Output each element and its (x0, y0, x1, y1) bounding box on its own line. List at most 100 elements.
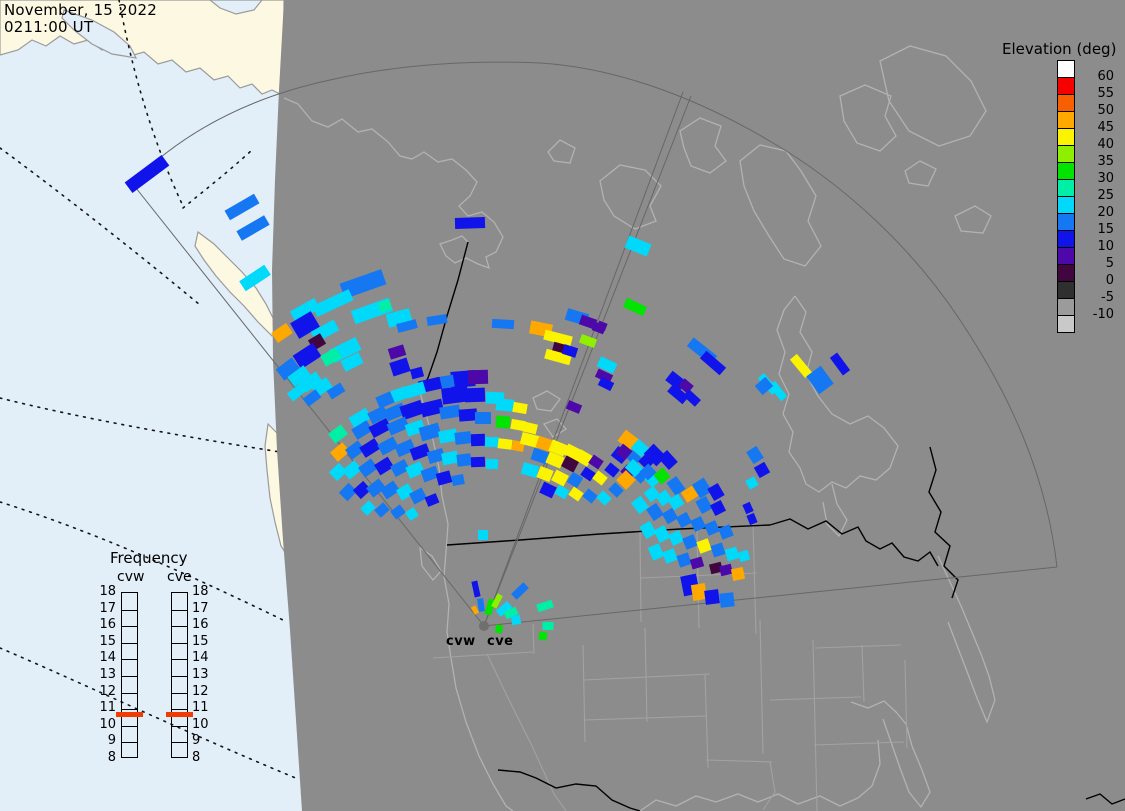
radar-cell (405, 507, 419, 521)
frequency-tick-label: 11 (192, 700, 209, 716)
radar-cell (485, 458, 499, 470)
radar-cell (441, 385, 469, 405)
radar-cell (643, 485, 661, 503)
radar-cell (426, 314, 448, 326)
radar-cell (345, 440, 365, 460)
ladder-rung (122, 709, 137, 711)
radar-cell (484, 436, 500, 448)
radar-cell (690, 516, 706, 532)
frequency-tick-label: 13 (192, 667, 209, 682)
radar-cell (630, 495, 650, 515)
radar-cell (368, 418, 392, 438)
radar-cell (289, 297, 321, 323)
colorbar-tick-label: 40 (1097, 137, 1114, 152)
ladder-rung (172, 659, 187, 661)
state-border (582, 644, 586, 743)
timestamp: November, 15 2022 0211:00 UT (4, 2, 157, 36)
radar-cell (594, 368, 614, 384)
colorbar-title: Elevation (deg) (1002, 40, 1117, 58)
frequency-tick-label: 17 (99, 600, 116, 616)
radar-cell (639, 463, 657, 481)
radar-cell (539, 481, 557, 499)
graticule-line (0, 647, 299, 780)
ladder-rung (172, 742, 187, 744)
radar-cell (653, 467, 671, 485)
ladder-rung (172, 626, 187, 628)
ladder-rung (172, 725, 187, 727)
radar-cell (615, 443, 633, 461)
radar-cell (440, 450, 460, 466)
radar-cell (374, 502, 390, 518)
radar-cell (666, 476, 686, 496)
radar-cell (522, 421, 538, 435)
radar-cell (646, 502, 664, 522)
radar-cell (394, 438, 416, 458)
frequency-tick-label: 12 (99, 683, 116, 699)
radar-cell (536, 465, 554, 483)
radar-cell (675, 511, 693, 529)
radar-cell (511, 582, 529, 600)
radar-cell (542, 622, 554, 630)
radar-cell (494, 624, 504, 634)
island-outline (679, 117, 727, 174)
radar-cell (375, 391, 395, 409)
radar-cell (551, 469, 569, 487)
radar-cell (624, 458, 644, 478)
radar-cell (275, 357, 301, 381)
radar-cell (582, 488, 598, 504)
state-border (486, 653, 567, 811)
radar-cell (696, 538, 712, 554)
radar-cell (680, 485, 700, 503)
colorbar-block (1057, 94, 1075, 112)
radar-cell (471, 580, 481, 598)
radar-cell (561, 455, 579, 473)
radar-cell (290, 311, 320, 339)
ladder-rung (172, 692, 187, 694)
ladder-rung (172, 609, 187, 611)
radar-cell (568, 486, 584, 502)
state-border (762, 761, 776, 811)
radar-cell (320, 347, 342, 367)
national-border (769, 518, 939, 567)
radar-cell (458, 408, 478, 422)
state-border (812, 639, 818, 811)
state-border (813, 741, 905, 746)
frequency-tick-label: 16 (192, 617, 209, 633)
national-border (1085, 793, 1125, 805)
colorbar-block (1057, 145, 1075, 163)
radar-cell (724, 546, 740, 562)
radar-cell (236, 215, 270, 241)
frequency-tick-label: 15 (99, 633, 116, 649)
fan-inner-edge (483, 91, 684, 627)
radar-cell (395, 483, 415, 501)
radar-cell (326, 382, 346, 400)
radar-cell (360, 500, 376, 516)
timestamp-time: 0211:00 UT (4, 18, 94, 36)
colorbar-block (1057, 111, 1075, 129)
radar-cell (695, 495, 713, 515)
radar-cell (464, 387, 486, 403)
frequency-tick-label: 9 (107, 733, 116, 749)
state-border (861, 644, 865, 703)
timestamp-date: November, 15 2022 (4, 1, 157, 19)
night-coastline (937, 555, 996, 724)
radar-cell (536, 599, 554, 613)
colorbar-tick-label: -5 (1101, 290, 1114, 305)
frequency-marker (166, 712, 193, 717)
radar-cell (477, 529, 489, 541)
frequency-tick-label: 15 (192, 633, 209, 649)
radar-cell (753, 461, 771, 479)
frequency-tick-label: 8 (192, 750, 201, 765)
radar-cell (678, 378, 694, 394)
frequency-tick-label: 18 (99, 584, 116, 599)
radar-cell (491, 318, 515, 330)
island-outline (532, 390, 561, 412)
frequency-marker (116, 712, 143, 717)
site-label-cve: cve (487, 634, 514, 649)
state-border (769, 696, 862, 701)
radar-cell (719, 592, 735, 608)
radar-cell (409, 443, 431, 461)
radar-cell (630, 438, 650, 458)
night-coastline (283, 97, 504, 270)
colorbar-tick-label: 10 (1097, 239, 1114, 254)
